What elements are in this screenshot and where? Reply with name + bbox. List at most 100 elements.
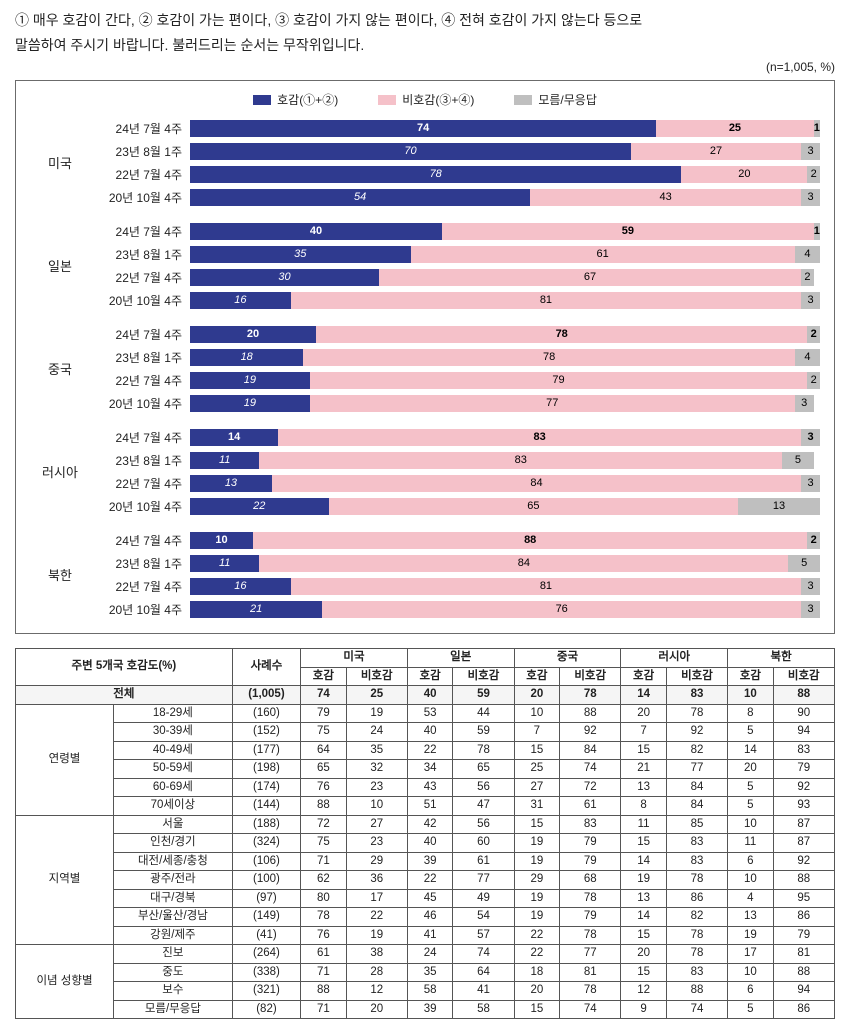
period-label: 23년 8월 1주: [90, 143, 190, 160]
data-cell: 22: [514, 926, 559, 945]
bar-segment-fav: 16: [190, 292, 291, 309]
bar-segment-dk: 1: [814, 223, 820, 240]
data-cell: 23: [346, 778, 407, 797]
period-label: 20년 10월 4주: [90, 601, 190, 618]
period-label: 22년 7월 4주: [90, 578, 190, 595]
row-sample: (160): [232, 704, 300, 723]
data-cell: 5: [728, 1000, 773, 1019]
data-cell: 19: [728, 926, 773, 945]
table-row: 지역별서울(188)72274256158311851087: [16, 815, 835, 834]
group-label: 지역별: [16, 815, 114, 945]
data-cell: 64: [301, 741, 346, 760]
bar-segment-dk: 3: [801, 189, 820, 206]
data-cell: 80: [301, 889, 346, 908]
data-cell: 10: [728, 815, 773, 834]
data-cell: 20: [621, 704, 666, 723]
data-cell: 76: [301, 778, 346, 797]
bar-row: 23년 8월 1주11835: [90, 450, 820, 470]
row-label: 강원/제주: [114, 926, 233, 945]
bar-row: 24년 7월 4주14833: [90, 427, 820, 447]
bar-segment-dk: 5: [788, 555, 820, 572]
bar-stack: 30672: [190, 269, 820, 286]
data-cell: 93: [773, 797, 834, 816]
bar-row: 23년 8월 1주70273: [90, 141, 820, 161]
row-sample: (198): [232, 760, 300, 779]
bar-stack: 10882: [190, 532, 820, 549]
period-label: 23년 8월 1주: [90, 349, 190, 366]
bar-segment-dk: 3: [801, 429, 820, 446]
sub-header: 호감: [514, 667, 559, 686]
data-cell: 79: [301, 704, 346, 723]
period-label: 24년 7월 4주: [90, 326, 190, 343]
legend-label-dk: 모름/무응답: [538, 91, 597, 108]
table-row: 30-39세(152)75244059792792594: [16, 723, 835, 742]
row-label: 진보: [114, 945, 233, 964]
data-cell: 84: [560, 741, 621, 760]
bar-segment-fav: 74: [190, 120, 656, 137]
group-label: 이념 성향별: [16, 945, 114, 1019]
table-row: 이념 성향별진보(264)61382474227720781781: [16, 945, 835, 964]
bar-segment-dk: 2: [807, 532, 820, 549]
data-cell: 45: [407, 889, 452, 908]
bar-segment-unfav: 76: [322, 601, 801, 618]
table-title: 주변 5개국 호감도(%): [16, 649, 233, 686]
data-cell: 81: [560, 963, 621, 982]
data-cell: 39: [407, 852, 452, 871]
data-cell: 86: [773, 1000, 834, 1019]
legend-swatch-unfav: [378, 95, 396, 105]
row-sample: (41): [232, 926, 300, 945]
bar-segment-unfav: 83: [259, 452, 782, 469]
data-cell: 87: [773, 815, 834, 834]
bar-stack: 20782: [190, 326, 820, 343]
data-cell: 18: [514, 963, 559, 982]
data-cell: 19: [514, 889, 559, 908]
bar-segment-unfav: 78: [316, 326, 807, 343]
bar-row: 22년 7월 4주30672: [90, 267, 820, 287]
data-cell: 10: [728, 963, 773, 982]
data-cell: 88: [773, 963, 834, 982]
data-cell: 13: [621, 778, 666, 797]
bar-segment-fav: 20: [190, 326, 316, 343]
total-cell: 83: [666, 686, 727, 705]
table-row: 보수(321)8812584120781288694: [16, 982, 835, 1001]
period-label: 24년 7월 4주: [90, 532, 190, 549]
bar-row: 20년 10월 4주16813: [90, 290, 820, 310]
data-cell: 19: [346, 926, 407, 945]
legend-swatch-dk: [514, 95, 532, 105]
row-sample: (177): [232, 741, 300, 760]
data-cell: 40: [407, 834, 452, 853]
bar-stack: 11835: [190, 452, 820, 469]
data-cell: 71: [301, 1000, 346, 1019]
row-label: 30-39세: [114, 723, 233, 742]
bar-segment-fav: 11: [190, 452, 259, 469]
row-label: 서울: [114, 815, 233, 834]
data-cell: 42: [407, 815, 452, 834]
data-cell: 58: [407, 982, 452, 1001]
bar-segment-unfav: 20: [681, 166, 807, 183]
data-cell: 88: [666, 982, 727, 1001]
bar-stack: 35614: [190, 246, 820, 263]
bar-segment-unfav: 81: [291, 292, 801, 309]
data-cell: 17: [728, 945, 773, 964]
data-cell: 76: [301, 926, 346, 945]
period-label: 24년 7월 4주: [90, 429, 190, 446]
country-header: 북한: [728, 649, 835, 668]
data-cell: 15: [621, 963, 666, 982]
row-label: 보수: [114, 982, 233, 1001]
data-cell: 27: [346, 815, 407, 834]
data-cell: 78: [560, 889, 621, 908]
data-cell: 27: [514, 778, 559, 797]
bar-stack: 40591: [190, 223, 820, 240]
bar-segment-dk: 3: [801, 578, 820, 595]
data-cell: 88: [773, 871, 834, 890]
data-cell: 74: [453, 945, 514, 964]
data-cell: 92: [773, 778, 834, 797]
row-sample: (174): [232, 778, 300, 797]
bar-stack: 18784: [190, 349, 820, 366]
data-cell: 84: [666, 778, 727, 797]
row-sample: (152): [232, 723, 300, 742]
bar-segment-unfav: 61: [411, 246, 795, 263]
data-cell: 92: [560, 723, 621, 742]
data-cell: 39: [407, 1000, 452, 1019]
data-cell: 5: [728, 778, 773, 797]
